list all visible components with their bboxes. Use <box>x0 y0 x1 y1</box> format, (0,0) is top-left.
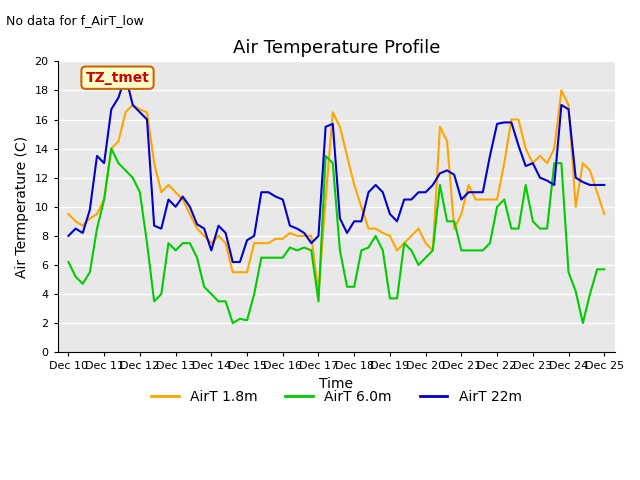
AirT 22m <box>65 233 72 239</box>
Text: TZ_tmet: TZ_tmet <box>86 71 150 84</box>
AirT 22m <box>264 189 272 195</box>
AirT 22m <box>122 73 129 79</box>
AirT 22m <box>229 259 237 265</box>
Line: AirT 1.8m: AirT 1.8m <box>68 90 604 294</box>
AirT 1.8m <box>429 248 436 253</box>
AirT 6.0m <box>229 320 237 326</box>
AirT 1.8m <box>65 211 72 217</box>
AirT 1.8m <box>415 226 422 231</box>
AirT 22m <box>600 182 608 188</box>
Legend: AirT 1.8m, AirT 6.0m, AirT 22m: AirT 1.8m, AirT 6.0m, AirT 22m <box>146 384 527 409</box>
AirT 6.0m <box>436 182 444 188</box>
AirT 1.8m <box>557 87 565 93</box>
AirT 1.8m <box>115 138 122 144</box>
AirT 22m <box>508 120 515 125</box>
Line: AirT 6.0m: AirT 6.0m <box>68 149 604 323</box>
Y-axis label: Air Termperature (C): Air Termperature (C) <box>15 136 29 278</box>
AirT 6.0m <box>422 255 429 261</box>
AirT 6.0m <box>508 226 515 231</box>
AirT 1.8m <box>600 211 608 217</box>
AirT 6.0m <box>600 266 608 272</box>
Line: AirT 22m: AirT 22m <box>68 76 604 262</box>
AirT 22m <box>115 95 122 101</box>
AirT 1.8m <box>500 160 508 166</box>
AirT 1.8m <box>315 291 323 297</box>
Title: Air Temperature Profile: Air Temperature Profile <box>233 39 440 57</box>
AirT 22m <box>358 218 365 224</box>
AirT 6.0m <box>264 255 272 261</box>
AirT 1.8m <box>350 182 358 188</box>
AirT 6.0m <box>358 248 365 253</box>
Text: No data for f_AirT_low: No data for f_AirT_low <box>6 14 144 27</box>
X-axis label: Time: Time <box>319 377 353 391</box>
AirT 6.0m <box>122 168 129 173</box>
AirT 22m <box>422 189 429 195</box>
AirT 6.0m <box>108 146 115 152</box>
AirT 22m <box>436 170 444 176</box>
AirT 6.0m <box>65 259 72 265</box>
AirT 1.8m <box>250 240 258 246</box>
